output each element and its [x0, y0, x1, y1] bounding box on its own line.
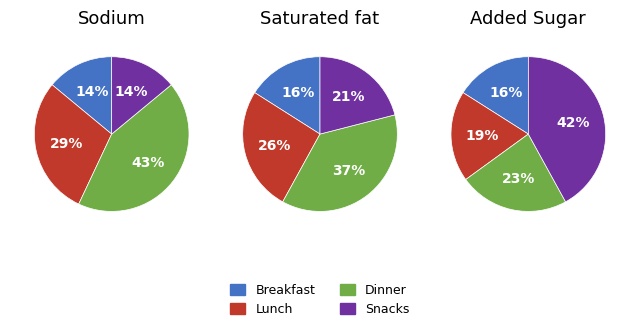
- Wedge shape: [320, 57, 395, 134]
- Text: 14%: 14%: [115, 85, 148, 99]
- Text: 19%: 19%: [465, 129, 499, 143]
- Text: 16%: 16%: [281, 86, 314, 100]
- Text: 14%: 14%: [75, 85, 109, 99]
- Wedge shape: [529, 57, 605, 202]
- Text: 42%: 42%: [557, 115, 590, 129]
- Wedge shape: [35, 85, 111, 204]
- Text: 43%: 43%: [132, 156, 165, 169]
- Title: Sodium: Sodium: [78, 9, 145, 27]
- Title: Added Sugar: Added Sugar: [470, 9, 586, 27]
- Wedge shape: [255, 57, 320, 134]
- Text: 16%: 16%: [490, 86, 523, 100]
- Wedge shape: [52, 57, 111, 134]
- Legend: Breakfast, Lunch, Dinner, Snacks: Breakfast, Lunch, Dinner, Snacks: [225, 279, 415, 321]
- Wedge shape: [243, 93, 320, 202]
- Wedge shape: [463, 57, 529, 134]
- Wedge shape: [466, 134, 566, 211]
- Wedge shape: [111, 57, 172, 134]
- Wedge shape: [79, 85, 189, 211]
- Title: Saturated fat: Saturated fat: [260, 9, 380, 27]
- Text: 37%: 37%: [332, 164, 365, 178]
- Text: 23%: 23%: [502, 172, 535, 186]
- Text: 21%: 21%: [332, 90, 365, 104]
- Wedge shape: [451, 93, 529, 180]
- Text: 26%: 26%: [259, 139, 292, 153]
- Wedge shape: [283, 115, 397, 211]
- Text: 29%: 29%: [50, 137, 83, 151]
